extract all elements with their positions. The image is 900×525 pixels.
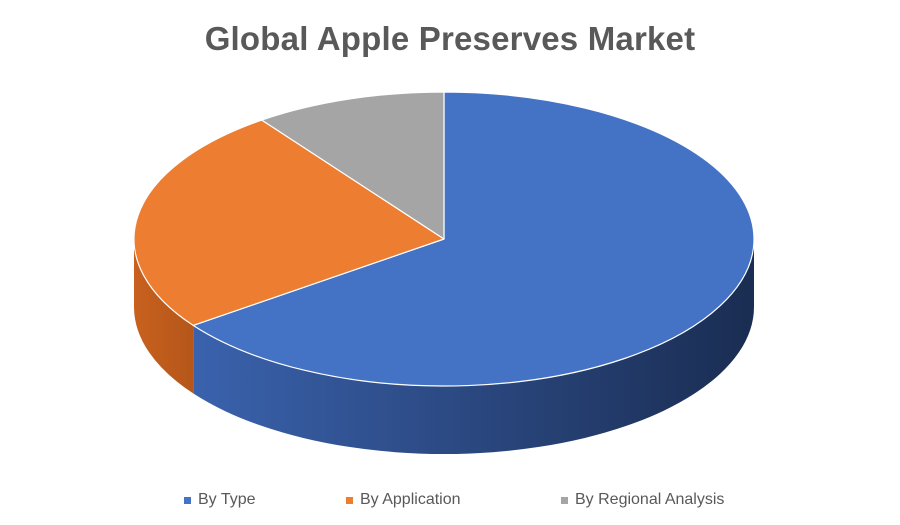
pie-side-by-application: [134, 239, 194, 394]
legend-swatch-by-regional-analysis: [561, 496, 568, 504]
legend-swatch-by-application: [346, 496, 353, 504]
pie-tops: [133, 91, 755, 387]
legend: By Type By Application By Regional Analy…: [0, 491, 900, 511]
legend-label-by-application: By Application: [360, 491, 461, 508]
legend-swatch-by-type: [184, 496, 191, 504]
legend-label-by-type: By Type: [198, 491, 256, 508]
legend-item-by-regional-analysis: By Regional Analysis: [561, 491, 724, 509]
legend-item-by-type: By Type: [184, 491, 256, 509]
pie-slice-by-regional-analysis: [261, 91, 445, 240]
pie-slice-by-type: [192, 91, 755, 387]
chart-title: Global Apple Preserves Market: [204, 20, 696, 57]
pie-slice-by-application: [133, 119, 445, 326]
legend-label-by-regional-analysis: By Regional Analysis: [575, 491, 725, 508]
pie-sides: [134, 239, 754, 454]
legend-item-by-application: By Application: [346, 491, 461, 509]
pie-side-by-type: [193, 239, 754, 454]
